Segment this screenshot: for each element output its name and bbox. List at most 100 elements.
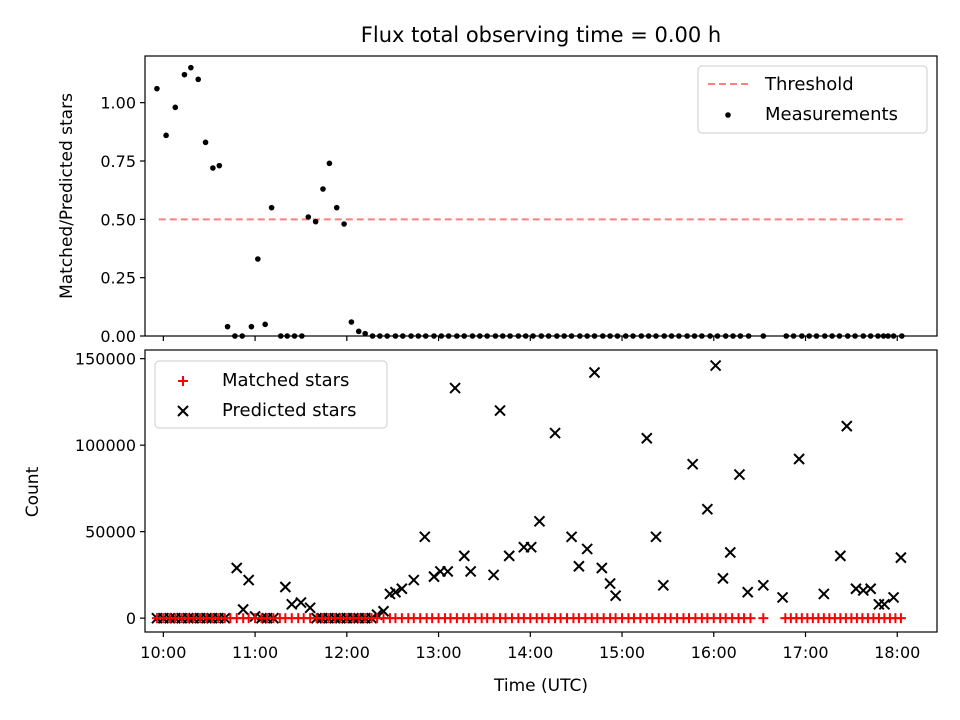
measurement-point xyxy=(224,323,231,330)
predicted-point xyxy=(895,551,907,564)
predicted-point xyxy=(242,574,255,586)
measurement-point xyxy=(163,132,169,139)
measurement-point xyxy=(202,139,209,146)
bottom-legend-box xyxy=(154,360,388,429)
x-tick-label: 17:00 xyxy=(782,643,828,662)
measurement-point xyxy=(326,160,333,167)
measurement-point xyxy=(248,323,255,330)
matched-point xyxy=(758,613,769,624)
predicted-point xyxy=(449,382,461,394)
bottom-y-axis-label: Count xyxy=(23,466,43,517)
predicted-point xyxy=(776,591,789,604)
top-plot-frame xyxy=(144,55,938,337)
predicted-point xyxy=(709,359,722,372)
x-tick-label: 16:00 xyxy=(691,643,737,662)
predicted-point xyxy=(581,543,593,555)
measurement-point xyxy=(362,330,368,337)
x-tick-label: 13:00 xyxy=(416,643,462,662)
predicted-point xyxy=(286,598,298,611)
predicted-point xyxy=(231,562,243,574)
predicted-point xyxy=(304,602,316,614)
measurement-point xyxy=(216,162,223,169)
bottom-plot-frame xyxy=(144,349,938,633)
predicted-point xyxy=(237,603,249,616)
predicted-point xyxy=(818,588,830,600)
predicted-point xyxy=(565,531,578,543)
predicted-point xyxy=(487,569,500,581)
predicted-point xyxy=(873,598,885,611)
top-legend-box xyxy=(697,65,928,134)
legend-predicted-swatch xyxy=(177,405,189,417)
y-tick-label: 0 xyxy=(126,609,136,628)
y-tick-label: 0.75 xyxy=(100,152,136,171)
predicted-point xyxy=(724,546,736,559)
legend-matched-label: Matched stars xyxy=(222,370,349,391)
top-panel: Flux total observing time = 0.00 h 0.00 0… xyxy=(57,23,938,346)
predicted-point xyxy=(757,579,770,591)
bottom-x-axis: 10:00 11:00 12:00 13:00 14:00 15:00 16:00 17:00… xyxy=(140,632,920,662)
predicted-point xyxy=(733,468,746,481)
top-y-axis-label: Matched/Predicted stars xyxy=(57,93,77,299)
predicted-point xyxy=(641,432,653,444)
y-tick-label: 150000 xyxy=(75,350,136,369)
x-tick-label: 18:00 xyxy=(874,643,920,662)
measurement-point xyxy=(255,256,261,262)
measurement-point xyxy=(154,85,160,92)
predicted-point xyxy=(650,531,662,543)
legend-predicted-label: Predicted stars xyxy=(222,400,356,421)
predicted-point xyxy=(596,562,608,574)
measurement-point xyxy=(305,214,312,220)
predicted-point xyxy=(717,572,729,585)
predicted-point xyxy=(396,583,408,595)
top-legend: Threshold Measurements xyxy=(697,65,928,134)
predicted-point xyxy=(742,586,754,598)
predicted-point xyxy=(793,453,805,465)
legend-matched-swatch xyxy=(178,376,188,386)
predicted-point xyxy=(841,420,853,432)
measurement-point xyxy=(195,76,202,83)
bottom-y-axis: 0 50000 100000 150000 xyxy=(75,350,145,628)
x-tick-label: 11:00 xyxy=(232,643,278,662)
predicted-point xyxy=(458,550,470,562)
top-y-axis: 0.00 0.25 0.50 0.75 1.00 xyxy=(100,94,145,346)
predicted-point xyxy=(408,574,420,586)
y-tick-label: 1.00 xyxy=(100,94,136,113)
measurement-point xyxy=(341,221,347,227)
measurement-point xyxy=(320,186,326,192)
predicted-point xyxy=(864,583,877,595)
top-x-axis xyxy=(162,336,898,341)
y-tick-label: 0.50 xyxy=(100,210,136,229)
measurement-point xyxy=(172,104,179,111)
predicted-point xyxy=(686,458,699,470)
measurement-point xyxy=(355,328,362,335)
legend-measurements-label: Measurements xyxy=(765,104,898,125)
measurement-point xyxy=(262,321,268,328)
predicted-point xyxy=(494,404,506,417)
matched-point xyxy=(745,613,756,624)
legend-threshold-label: Threshold xyxy=(764,74,854,95)
y-tick-label: 50000 xyxy=(85,523,136,542)
measurement-point xyxy=(333,204,340,211)
measurement-point xyxy=(188,64,194,71)
predicted-point xyxy=(533,515,546,527)
predicted-point xyxy=(834,550,847,562)
predicted-point xyxy=(573,560,585,572)
x-tick-label: 10:00 xyxy=(140,643,186,662)
measurement-point xyxy=(210,165,216,171)
predicted-point xyxy=(525,541,537,553)
predicted-point xyxy=(588,366,601,379)
predicted-point xyxy=(377,605,390,617)
predicted-point xyxy=(503,550,515,562)
predicted-point xyxy=(389,586,402,598)
bottom-markers xyxy=(151,359,907,624)
y-tick-label: 0.00 xyxy=(100,327,136,346)
legend-measurements-swatch xyxy=(725,112,731,118)
predicted-point xyxy=(657,579,670,591)
predicted-point xyxy=(701,503,714,515)
measurement-point xyxy=(181,71,188,78)
predicted-point xyxy=(295,596,307,609)
chart-title: Flux total observing time = 0.00 h xyxy=(361,23,721,47)
x-tick-label: 15:00 xyxy=(599,643,645,662)
